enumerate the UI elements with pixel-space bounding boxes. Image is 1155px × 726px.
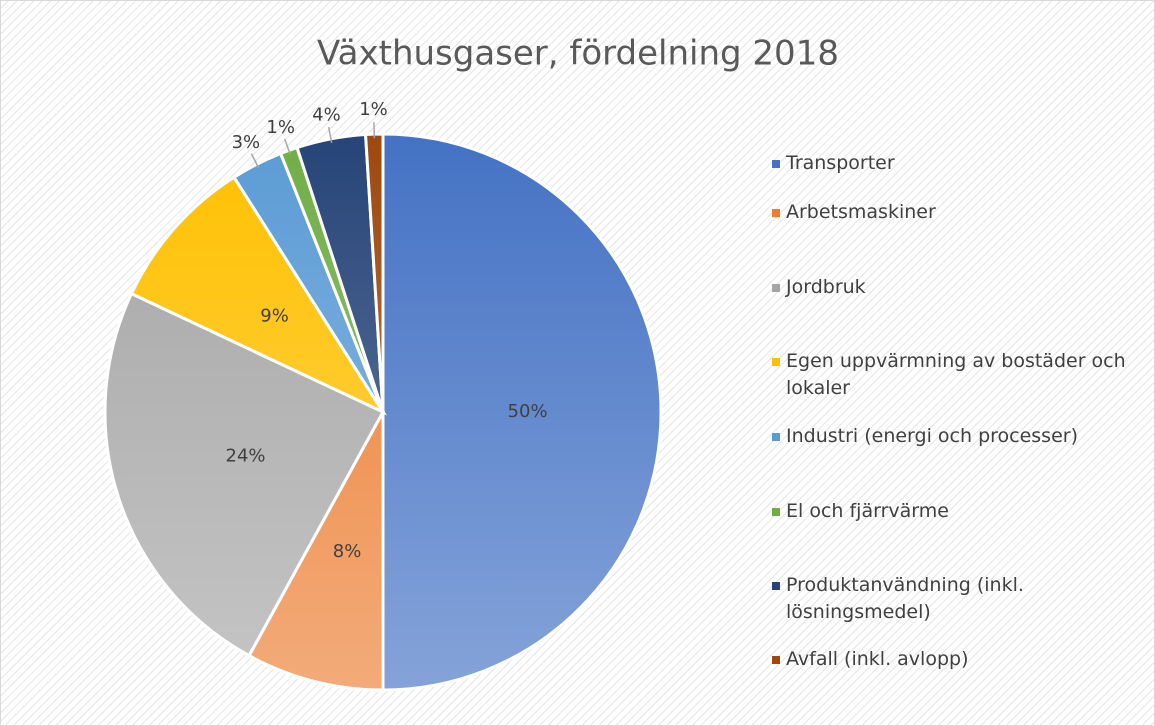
legend-swatch	[772, 209, 780, 217]
legend-item: Industri (energi och processer)	[770, 423, 1140, 450]
data-label: 24%	[226, 446, 266, 467]
legend-label: Industri (energi och processer)	[786, 425, 1078, 447]
legend-swatch	[772, 656, 780, 664]
legend-swatch	[772, 582, 780, 590]
leader-line	[327, 126, 333, 143]
legend-swatch	[772, 508, 780, 516]
data-label: 1%	[359, 99, 388, 120]
legend-item: El och fjärrvärme	[770, 498, 1140, 525]
legend-label: Produktanvändning (inkl. lösningsmedel)	[786, 574, 1024, 623]
pie-slice	[381, 132, 663, 692]
legend-swatch	[772, 160, 780, 168]
legend-item: Arbetsmaskiner	[770, 199, 1140, 226]
legend-item: Egen uppvärmning av bostäder och lokaler	[770, 348, 1140, 402]
leader-line	[250, 153, 260, 169]
legend-label: Avfall (inkl. avlopp)	[786, 648, 969, 670]
data-label: 9%	[260, 305, 289, 326]
leader-line	[373, 122, 376, 139]
legend-label: Jordbruk	[786, 276, 866, 298]
legend-item: Jordbruk	[770, 274, 1140, 301]
legend-swatch	[772, 284, 780, 292]
chart-title: Växthusgaser, fördelning 2018	[317, 34, 839, 74]
pie-slice	[129, 175, 388, 416]
legend-item: Produktanvändning (inkl. lösningsmedel)	[770, 572, 1140, 626]
pie-slice	[103, 291, 386, 658]
legend-item: Transporter	[770, 150, 1140, 177]
data-label: 3%	[232, 132, 261, 153]
leader-line	[284, 138, 291, 155]
legend-label: Egen uppvärmning av bostäder och lokaler	[786, 350, 1126, 399]
data-label: 4%	[312, 104, 341, 125]
legend-swatch	[772, 358, 780, 366]
data-label: 8%	[333, 541, 362, 562]
legend-label: Arbetsmaskiner	[786, 201, 936, 223]
data-label: 50%	[508, 401, 548, 422]
legend-swatch	[772, 433, 780, 441]
legend-label: El och fjärrvärme	[786, 500, 949, 522]
legend-item: Avfall (inkl. avlopp)	[770, 646, 1140, 673]
data-label: 1%	[266, 117, 295, 138]
pie-slice	[247, 411, 385, 692]
legend-label: Transporter	[786, 152, 895, 174]
